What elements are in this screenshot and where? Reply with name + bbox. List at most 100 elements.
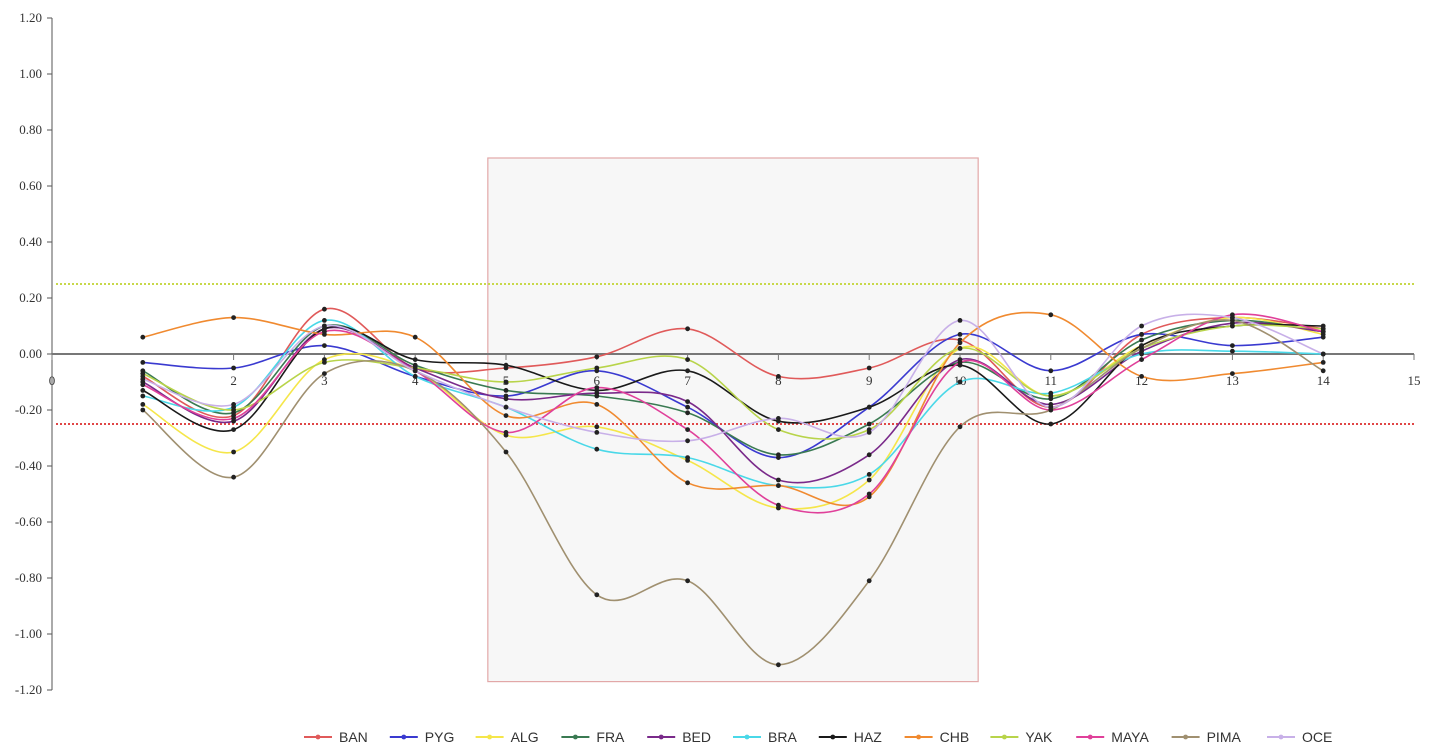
data-point-ban xyxy=(866,365,872,371)
data-point-oce xyxy=(503,404,509,410)
data-point-fra xyxy=(776,452,781,458)
data-point-oce xyxy=(776,416,781,421)
y-tick-label: 0.40 xyxy=(19,234,42,249)
data-point-oce xyxy=(322,323,327,329)
data-point-yak xyxy=(776,427,781,432)
legend-label: HAZ xyxy=(854,729,882,745)
data-point-bra xyxy=(957,379,963,385)
data-point-bed xyxy=(685,399,690,404)
data-point-maya xyxy=(322,329,327,334)
legend-marker xyxy=(744,734,750,740)
data-point-chb xyxy=(1320,360,1326,365)
data-point-chb xyxy=(503,413,509,418)
legend-label: BAN xyxy=(339,729,368,745)
legend-label: OCE xyxy=(1302,729,1332,745)
data-point-pima xyxy=(231,474,237,480)
legend-marker xyxy=(1278,734,1284,740)
data-point-oce xyxy=(412,368,418,374)
legend-item-fra: FRA xyxy=(561,729,625,745)
x-tick-label: 9 xyxy=(866,373,873,388)
data-point-fra xyxy=(503,388,509,393)
data-point-pima xyxy=(594,592,600,598)
highlight-region xyxy=(487,157,979,683)
data-point-chb xyxy=(685,480,690,486)
data-point-oce xyxy=(957,318,963,323)
data-point-alg xyxy=(140,402,146,407)
legend-label: CHB xyxy=(940,729,970,745)
data-point-chb xyxy=(412,334,418,340)
x-tick-label: 11 xyxy=(1045,373,1058,388)
data-point-oce xyxy=(140,376,146,382)
data-point-yak xyxy=(1048,393,1054,399)
data-point-alg xyxy=(866,477,872,483)
data-point-pima xyxy=(685,578,690,584)
data-point-pyg xyxy=(685,404,690,410)
y-tick-label: 1.20 xyxy=(19,10,42,25)
data-point-haz xyxy=(685,368,690,374)
data-point-pima xyxy=(776,662,781,668)
data-point-yak xyxy=(322,360,327,365)
data-point-bra xyxy=(685,455,690,460)
data-point-ban xyxy=(776,374,781,379)
data-point-yak xyxy=(957,346,963,351)
data-point-oce xyxy=(1320,351,1326,357)
legend-item-alg: ALG xyxy=(475,729,539,745)
legend-item-yak: YAK xyxy=(990,729,1053,745)
data-point-yak xyxy=(140,371,146,376)
y-tick-label: 0.20 xyxy=(19,290,42,305)
data-point-alg xyxy=(594,424,600,430)
data-point-pyg xyxy=(1048,368,1054,374)
data-point-yak xyxy=(1230,323,1235,329)
data-point-oce xyxy=(1048,404,1054,410)
data-point-chb xyxy=(140,334,146,340)
legend-marker xyxy=(658,734,664,740)
legend-marker xyxy=(916,734,921,740)
legend-label: PYG xyxy=(425,729,455,745)
data-point-alg xyxy=(231,449,237,455)
legend-item-bed: BED xyxy=(647,729,711,745)
x-tick-label: 15 xyxy=(1408,373,1421,388)
data-point-pima xyxy=(1139,346,1144,351)
legend-label: MAYA xyxy=(1111,729,1149,745)
y-tick-label: -0.80 xyxy=(15,570,42,585)
data-point-ban xyxy=(594,354,600,360)
y-tick-label: -1.20 xyxy=(15,682,42,697)
data-point-maya xyxy=(140,382,146,388)
data-point-chb xyxy=(231,315,237,320)
data-point-bra xyxy=(322,318,327,323)
series-group xyxy=(140,306,1326,668)
x-tick-label: 2 xyxy=(230,373,237,388)
data-point-maya xyxy=(957,360,963,365)
data-point-maya xyxy=(1320,329,1326,334)
legend-item-bra: BRA xyxy=(733,729,797,745)
legend-item-pyg: PYG xyxy=(389,729,455,745)
x-tick-label: 4 xyxy=(412,373,419,388)
data-point-haz xyxy=(866,404,872,410)
legend-marker xyxy=(1002,734,1007,740)
data-point-pima xyxy=(503,449,509,455)
data-point-haz xyxy=(1048,421,1054,427)
data-point-pyg xyxy=(1139,332,1144,337)
y-tick-label: 0.80 xyxy=(19,122,42,137)
legend-label: BRA xyxy=(768,729,797,745)
y-tick-label: 0.00 xyxy=(19,346,42,361)
data-point-bra xyxy=(1230,348,1235,354)
data-point-oce xyxy=(866,430,872,435)
data-point-bed xyxy=(866,452,872,458)
data-point-chb xyxy=(594,402,600,407)
data-point-fra xyxy=(866,421,872,427)
legend-item-pima: PIMA xyxy=(1171,729,1241,745)
data-point-maya xyxy=(685,427,690,432)
legend-item-maya: MAYA xyxy=(1076,729,1149,745)
data-point-bra xyxy=(140,393,146,399)
x-tick-label: 8 xyxy=(775,373,782,388)
data-point-bed xyxy=(776,477,781,483)
legend-label: YAK xyxy=(1025,729,1053,745)
x-tick-label: 13 xyxy=(1226,373,1239,388)
legend-marker xyxy=(573,734,578,740)
data-point-oce xyxy=(1139,323,1144,329)
data-point-haz xyxy=(231,427,237,432)
y-tick-label: 0.60 xyxy=(19,178,42,193)
y-tick-label: -0.20 xyxy=(15,402,42,417)
data-point-fra xyxy=(1139,337,1144,343)
